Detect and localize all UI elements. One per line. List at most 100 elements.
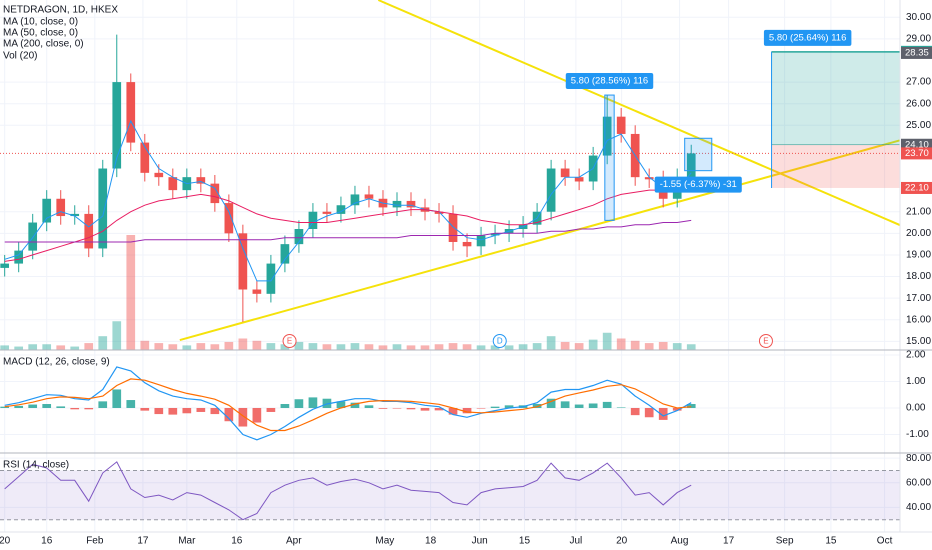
macd-pane [0, 366, 696, 441]
macd-histogram [406, 407, 416, 410]
candle-body [322, 211, 332, 214]
measure-range [684, 137, 713, 172]
macd-histogram [532, 404, 542, 408]
price-tag-label: 28.35 [905, 47, 929, 58]
y-tick-label: 1.00 [906, 376, 926, 387]
y-tick-label: 16.00 [906, 314, 931, 325]
candle-body [210, 183, 220, 204]
volume-bar [574, 343, 584, 350]
x-tick-label: 17 [723, 536, 735, 547]
macd-histogram [686, 404, 696, 408]
volume-bar [294, 341, 304, 350]
trendline [377, 0, 900, 227]
volume-bar [322, 344, 332, 350]
x-tick-label: 16 [41, 536, 53, 547]
volume-bar [476, 345, 486, 350]
macd-histogram [224, 407, 234, 422]
price-tag-label: 24.10 [905, 139, 929, 150]
y-tick-label: 27.00 [906, 77, 931, 88]
measure-label: 5.80 (25.64%) 116 [769, 32, 846, 43]
x-tick-label: 15 [519, 536, 531, 547]
macd-histogram [140, 407, 150, 411]
candle-body [476, 235, 486, 247]
y-tick-label: 0.00 [906, 403, 926, 414]
candle-body [336, 205, 346, 214]
candle-body [28, 222, 38, 251]
volume-bar [588, 339, 598, 350]
candle-body [0, 263, 10, 268]
y-tick-label: 15.00 [906, 336, 931, 347]
x-tick-label: Apr [286, 536, 302, 547]
y-tick-label: 60.00 [906, 477, 931, 488]
candle-body [434, 211, 444, 214]
candle-body [224, 203, 234, 234]
volume-bar [182, 345, 192, 350]
macd-histogram [42, 404, 52, 408]
signal-line [4, 378, 692, 432]
macd-histogram [308, 397, 318, 408]
macd-histogram [546, 398, 556, 408]
volume-bar [168, 344, 178, 350]
pane-title: RSI (14, close) [3, 460, 69, 471]
measure-label-box [565, 73, 654, 90]
macd-line [4, 366, 692, 441]
measure-label-box [763, 29, 852, 46]
event-label: E [287, 337, 292, 346]
volume-bar [658, 341, 668, 350]
candle-body [126, 82, 136, 143]
trendline [179, 139, 900, 342]
macd-histogram [28, 404, 38, 408]
macd-histogram [476, 407, 486, 409]
measure-label-box [654, 176, 742, 193]
x-tick-label: Feb [86, 536, 104, 547]
volume-bar [434, 344, 444, 350]
volume-bar [56, 345, 66, 350]
candle-body [560, 168, 570, 178]
volume-bar [686, 344, 696, 350]
volume-bar [238, 338, 248, 350]
event-marker [758, 334, 773, 348]
candle-body [56, 198, 66, 217]
x-tick-label: 20 [616, 536, 628, 547]
candle-body [602, 116, 612, 156]
rsi-line [4, 461, 692, 521]
chart-title: NETDRAGON, 1D, HKEX [3, 5, 118, 16]
y-tick-label: 30.00 [906, 12, 931, 23]
volume-bar [112, 321, 122, 350]
candle-body [266, 263, 276, 294]
volume-bar [504, 345, 514, 350]
volume-bar [252, 340, 262, 350]
y-tick-label: 80.00 [906, 453, 931, 464]
macd-histogram [672, 407, 682, 411]
volume-bar [224, 341, 234, 350]
volume-bar [420, 345, 430, 350]
position-loss [771, 144, 900, 188]
x-tick-label: 17 [137, 536, 149, 547]
candle-body [406, 200, 416, 208]
y-tick-label: 26.00 [906, 98, 931, 109]
volume-bar [14, 346, 24, 350]
macd-histogram [490, 406, 500, 408]
candle-body [84, 213, 94, 249]
volume-bar [630, 340, 640, 350]
event-label: D [497, 337, 503, 346]
y-tick-label: 21.00 [906, 206, 931, 217]
y-tick-label: 18.00 [906, 271, 931, 282]
volume-bar [364, 344, 374, 350]
y-tick-label: 25.00 [906, 120, 931, 131]
candle-body [392, 200, 402, 208]
macd-histogram [336, 401, 346, 408]
macd-histogram [14, 405, 24, 408]
macd-histogram [392, 407, 402, 409]
macd-histogram [602, 401, 612, 408]
candle-body [644, 177, 654, 180]
candle-body [140, 142, 150, 173]
volume-bar [154, 343, 164, 350]
macd-histogram [210, 407, 220, 415]
volume-bar [602, 332, 612, 350]
volume-bar [546, 336, 556, 350]
candle-body [462, 241, 472, 247]
ma-line [4, 119, 692, 282]
macd-histogram [126, 400, 136, 408]
